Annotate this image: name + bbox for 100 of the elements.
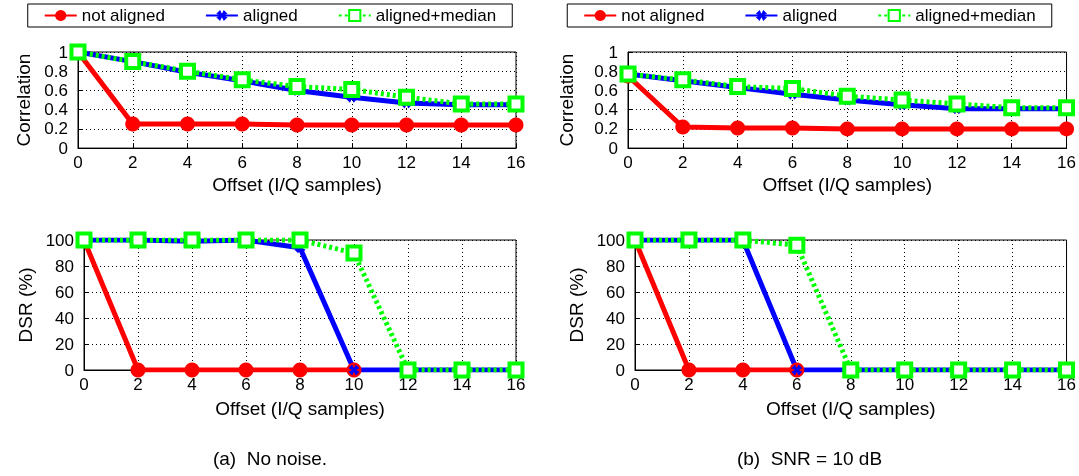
x-tick-label: 8 [292,153,302,173]
point [949,121,965,137]
point [508,117,524,133]
y-tick-label: 1 [58,42,68,62]
x-axis-title: Offset (I/Q samples) [212,174,382,196]
y-tick-label: 0 [58,138,68,158]
y-tick-label: 60 [55,282,74,302]
point [1058,99,1076,117]
y-tick-label: 0 [608,138,618,158]
text: (a) No noise. [212,448,328,469]
x-tick-label: 12 [397,153,416,173]
x-tick-label: 12 [949,375,969,394]
x-tick-label: 4 [738,375,748,394]
point [1059,121,1075,137]
point [1003,99,1021,117]
point [788,236,806,254]
x-tick-label: 12 [398,375,418,394]
y-tick-label: 100 [596,230,625,250]
x-tick-label: 12 [947,153,967,173]
y-tick-label: 20 [606,334,625,354]
point [681,362,697,378]
x-tick-label: 14 [451,153,471,173]
point [948,95,966,113]
point [894,121,910,137]
x-tick-label: 6 [792,375,802,394]
point [838,87,856,105]
text: (b) SNR = 10 dB [736,448,883,469]
x-tick-label: 8 [842,153,853,173]
x-tick-label: 2 [128,153,138,173]
legend-label: not aligned [81,6,165,25]
x-tick-label: 2 [678,153,688,173]
point [238,362,254,378]
x-tick-label: 2 [684,375,694,394]
point [453,117,469,133]
y-tick-label: 0.4 [44,100,68,120]
legend-label: aligned+median [375,6,497,25]
y-tick-label: 40 [55,308,74,328]
x-tick-label: 16 [1057,153,1077,173]
x-tick-label: 16 [1057,375,1077,394]
x-tick-label: 6 [787,153,798,173]
x-tick-label: 0 [630,375,640,394]
point [289,117,305,133]
point [398,88,415,106]
x-tick-label: 8 [295,375,305,394]
y-axis-title: DSR (%) [14,267,36,343]
y-tick-label: 80 [55,256,74,276]
y-tick-label: 0.2 [594,119,618,139]
y-tick-label: 0.6 [44,80,68,100]
x-axis-title: Offset (I/Q samples) [765,398,936,419]
point [234,116,250,132]
y-axis-title: Correlation [13,53,35,147]
point [730,120,746,136]
y-axis-title: Correlation [556,53,577,147]
point [674,71,692,89]
y-tick-label: 20 [55,334,74,354]
point [344,117,360,133]
point [291,231,309,249]
legend-label: aligned+median [915,6,1036,25]
x-axis-title: Offset (I/Q samples) [762,174,933,196]
y-tick-label: 1 [608,42,618,62]
x-tick-label: 4 [732,153,743,173]
x-tick-label: 10 [895,375,915,394]
point [180,116,195,132]
x-tick-label: 16 [506,375,526,394]
y-tick-label: 0.6 [594,80,618,100]
point [343,80,361,98]
x-tick-label: 8 [846,375,856,394]
y-tick-label: 0 [64,360,74,380]
x-tick-label: 14 [1002,153,1022,173]
x-tick-label: 14 [1003,375,1023,394]
x-tick-label: 0 [79,375,89,394]
point [183,231,201,249]
x-tick-label: 2 [133,375,143,394]
point [735,362,751,378]
x-tick-label: 14 [452,375,472,394]
x-tick-label: 10 [892,153,912,173]
x-tick-label: 16 [506,153,526,173]
legend-label: aligned [242,6,298,25]
x-tick-label: 6 [237,153,247,173]
point [1004,121,1020,137]
point [784,120,800,136]
point [179,62,196,80]
point [507,95,525,113]
point [184,362,200,378]
y-tick-label: 40 [606,308,625,328]
point [288,78,306,96]
x-tick-label: 10 [344,375,364,394]
y-tick-label: 0.8 [594,61,618,81]
legend-label: aligned [782,6,838,25]
point [292,362,308,378]
x-tick-label: 4 [187,375,197,394]
x-tick-label: 6 [241,375,251,394]
y-tick-label: 60 [606,282,625,302]
point [839,121,855,137]
x-axis-title: Offset (I/Q samples) [215,398,385,419]
point [130,362,146,378]
y-tick-label: 0 [615,360,625,380]
point [893,91,911,109]
x-tick-label: 10 [342,153,362,173]
point [345,244,363,262]
